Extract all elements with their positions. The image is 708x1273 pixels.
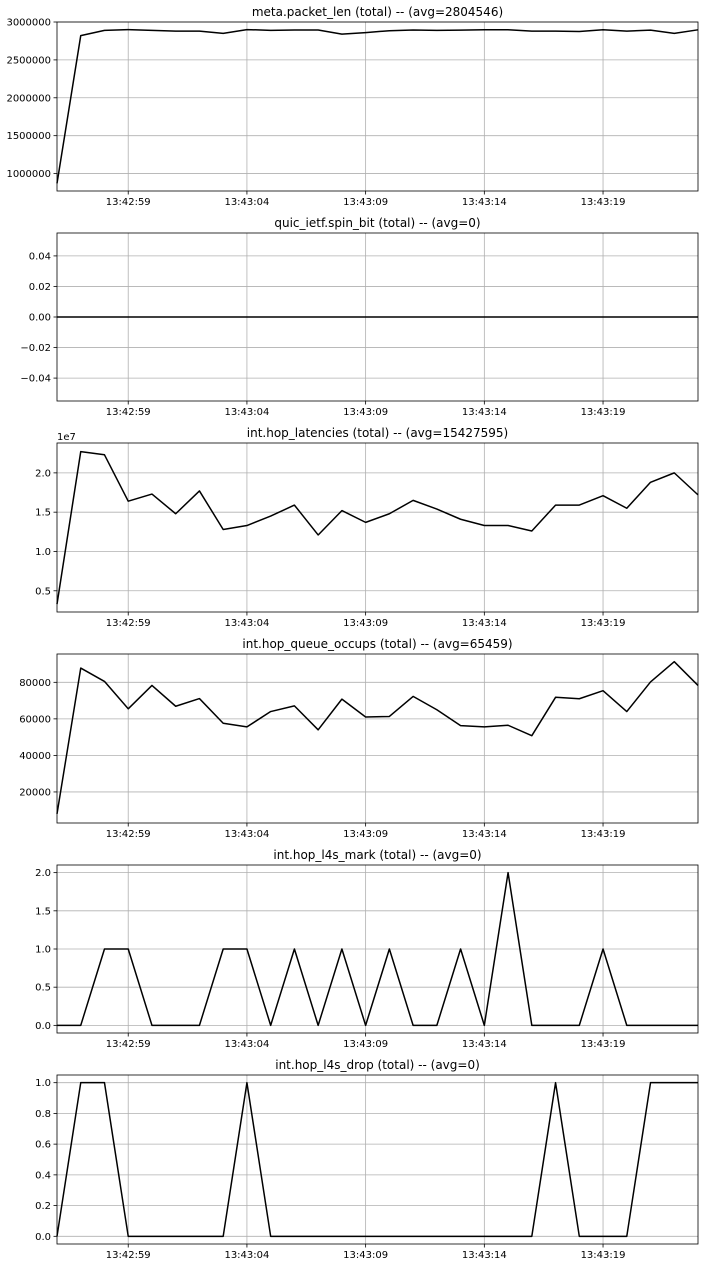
- x-tick-label: 13:43:14: [462, 1039, 507, 1050]
- y-tick-label: 0.5: [35, 983, 51, 994]
- axes-frame: [56, 442, 699, 613]
- x-tick-label: 13:43:19: [581, 618, 626, 629]
- y-tick-label: 2500000: [6, 55, 51, 66]
- chart-panel-4: int.hop_queue_occups (total) -- (avg=654…: [19, 637, 699, 840]
- y-offset-label: 1e7: [57, 432, 76, 443]
- chart-panel-2: quic_ietf.spin_bit (total) -- (avg=0) −0.…: [20, 216, 699, 418]
- x-tick-label: 13:42:59: [106, 618, 151, 629]
- y-tick-label: 80000: [19, 678, 51, 689]
- y-tick-label: 60000: [19, 714, 51, 725]
- x-tick-label: 13:43:04: [224, 407, 269, 418]
- y-tick-label: 2.0: [35, 468, 51, 479]
- x-tick-label: 13:43:04: [224, 197, 269, 208]
- x-tick-label: 13:42:59: [106, 407, 151, 418]
- y-tick-label: 3000000: [6, 18, 51, 29]
- x-tick-label: 13:43:14: [462, 829, 507, 840]
- x-tick-label: 13:43:04: [224, 1250, 269, 1261]
- series-line-1: [57, 871, 698, 1027]
- x-tick-label: 13:43:09: [343, 1039, 388, 1050]
- x-tick-label: 13:42:59: [106, 1250, 151, 1261]
- y-tick-label: 1.5: [35, 508, 51, 519]
- axes-frame: [56, 232, 699, 402]
- y-tick-label: 20000: [19, 787, 51, 798]
- series-line-1: [56, 450, 699, 605]
- y-tick-label: 1.0: [35, 945, 51, 956]
- x-tick-label: 13:43:19: [581, 1039, 626, 1050]
- x-tick-label: 13:43:14: [462, 618, 507, 629]
- y-tick-label: 0.6: [35, 1140, 51, 1151]
- y-tick-label: 0.02: [29, 282, 51, 293]
- x-tick-label: 13:43:19: [581, 829, 626, 840]
- axes-frame: [56, 653, 699, 824]
- series-line-1: [56, 28, 699, 184]
- x-tick-label: 13:43:19: [581, 1250, 626, 1261]
- x-tick-label: 13:42:59: [106, 829, 151, 840]
- axes-frame: [56, 1074, 699, 1245]
- x-tick-label: 13:43:09: [343, 407, 388, 418]
- y-tick-label: 0.4: [35, 1170, 51, 1181]
- series-line-1: [56, 660, 699, 814]
- x-tick-label: 13:43:09: [343, 197, 388, 208]
- y-tick-label: 0.2: [35, 1201, 51, 1212]
- x-tick-label: 13:43:14: [462, 197, 507, 208]
- x-tick-label: 13:43:14: [462, 407, 507, 418]
- x-tick-label: 13:42:59: [106, 197, 151, 208]
- y-tick-label: 1.5: [35, 906, 51, 917]
- x-tick-label: 13:42:59: [106, 1039, 151, 1050]
- y-tick-label: 2.0: [35, 868, 51, 879]
- chart-title: int.hop_queue_occups (total) -- (avg=654…: [242, 637, 512, 651]
- chart-title: int.hop_l4s_drop (total) -- (avg=0): [275, 1058, 480, 1072]
- x-tick-label: 13:43:19: [581, 407, 626, 418]
- chart-panel-3: int.hop_latencies (total) -- (avg=154275…: [35, 426, 699, 629]
- chart-panel-5: int.hop_l4s_mark (total) -- (avg=0) 0.0 0.…: [35, 848, 699, 1050]
- x-tick-label: 13:43:04: [224, 829, 269, 840]
- chart-title: meta.packet_len (total) -- (avg=2804546): [252, 5, 503, 19]
- y-tick-label: 1500000: [6, 131, 51, 142]
- chart-panel-1: meta.packet_len (total) -- (avg=2804546)…: [6, 5, 699, 208]
- axes-frame: [56, 864, 699, 1034]
- y-tick-label: 0.5: [35, 586, 51, 597]
- series-line-1: [56, 1081, 698, 1238]
- y-tick-label: 0.00: [29, 313, 51, 324]
- x-tick-label: 13:43:09: [343, 618, 388, 629]
- y-tick-label: 0.0: [35, 1021, 51, 1032]
- chart-title: int.hop_l4s_mark (total) -- (avg=0): [273, 848, 481, 862]
- x-tick-label: 13:43:09: [343, 829, 388, 840]
- y-tick-label: 0.8: [35, 1109, 51, 1120]
- y-tick-label: 2000000: [6, 93, 51, 104]
- chart-title: quic_ietf.spin_bit (total) -- (avg=0): [274, 216, 480, 230]
- x-tick-label: 13:43:09: [343, 1250, 388, 1261]
- y-tick-label: 1.0: [35, 547, 51, 558]
- axes-frame: [56, 21, 699, 192]
- y-tick-label: 0.04: [29, 251, 51, 262]
- x-tick-label: 13:43:04: [224, 618, 269, 629]
- x-tick-label: 13:43:19: [581, 197, 626, 208]
- chart-title: int.hop_latencies (total) -- (avg=154275…: [247, 426, 508, 440]
- chart-panel-6: int.hop_l4s_drop (total) -- (avg=0) 0.0 0.…: [35, 1058, 699, 1261]
- x-tick-label: 13:43:04: [224, 1039, 269, 1050]
- y-tick-label: 0.0: [35, 1232, 51, 1243]
- x-tick-label: 13:43:14: [462, 1250, 507, 1261]
- y-tick-label: −0.04: [20, 374, 51, 385]
- y-tick-label: 1.0: [35, 1078, 51, 1089]
- y-tick-label: 40000: [19, 751, 51, 762]
- y-tick-label: −0.02: [20, 343, 51, 354]
- y-tick-label: 1000000: [6, 169, 51, 180]
